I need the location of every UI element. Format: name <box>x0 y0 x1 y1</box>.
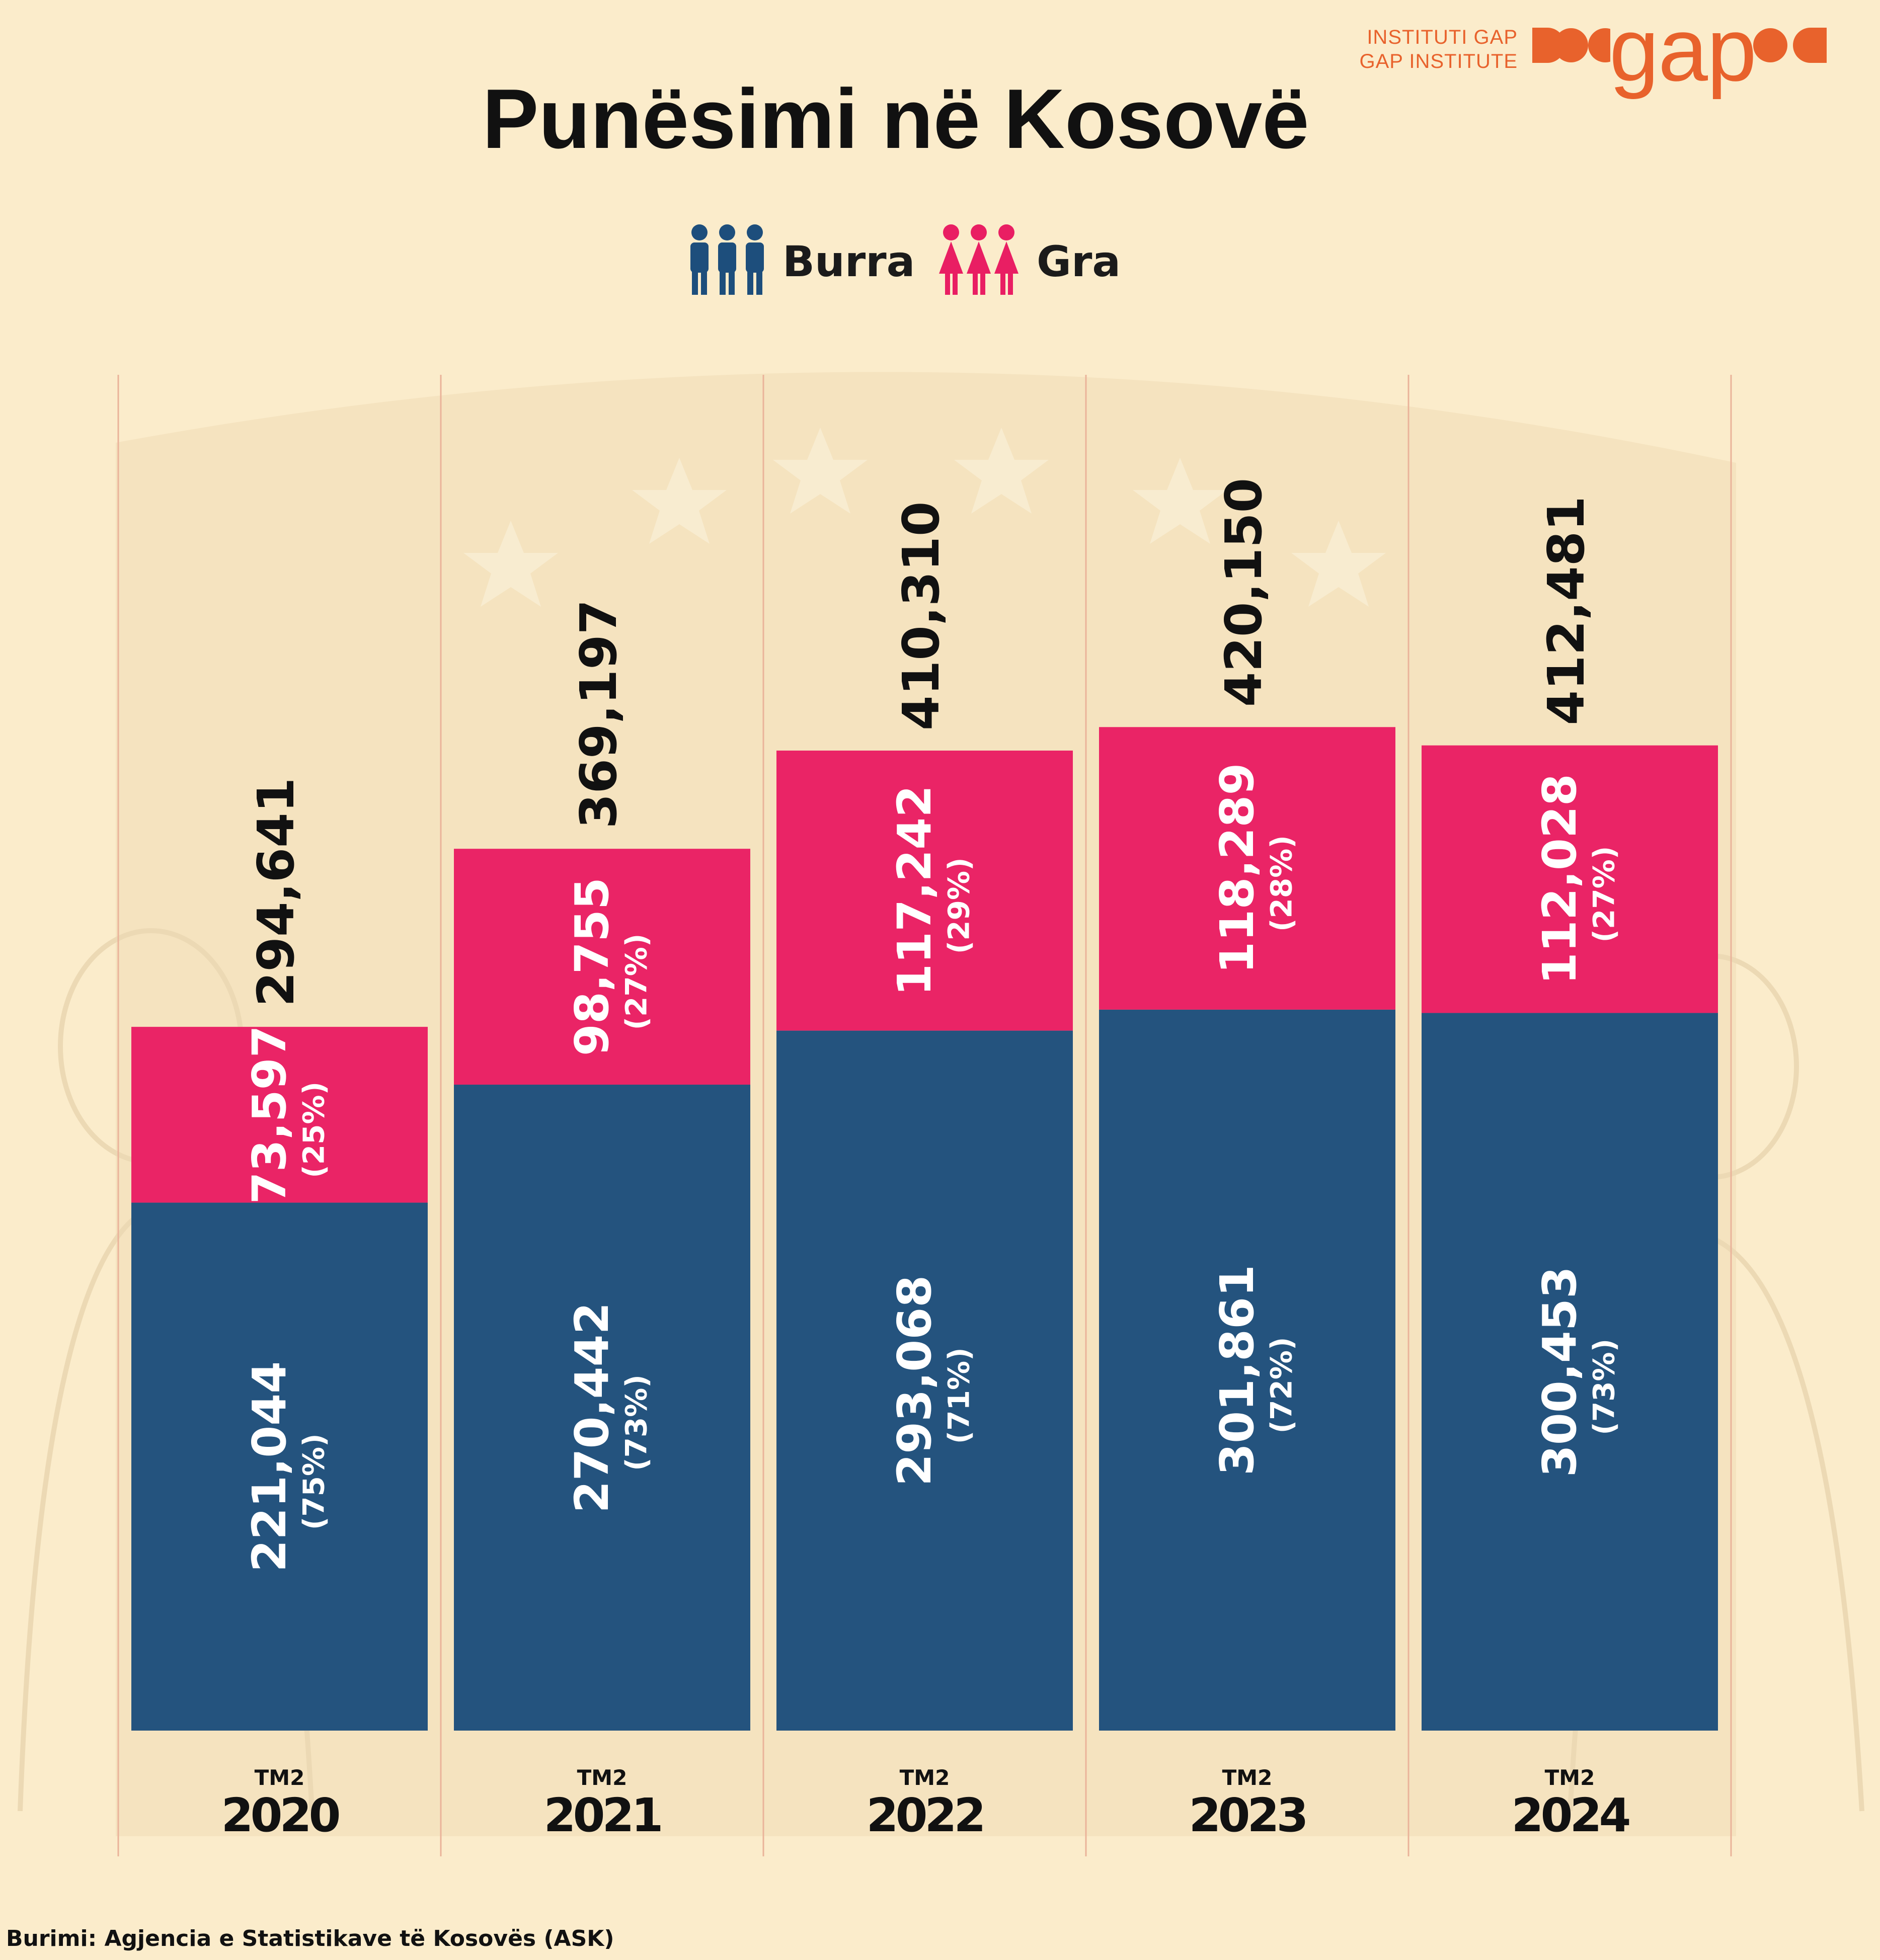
men-value-label-2021: 270,442 <box>565 1302 619 1513</box>
women-value-label-2024: 112,028 <box>1533 774 1587 985</box>
bar-men-2024 <box>1422 1013 1718 1731</box>
logo-text-line1: INSTITUTI GAP <box>1367 26 1518 48</box>
total-value-label-2020: 294,641 <box>247 778 305 1007</box>
x-tick-label-2022: 2022 <box>866 1788 983 1842</box>
men-share-label-2023: (72%) <box>1265 1337 1299 1434</box>
women-share-label-2021: (27%) <box>619 934 654 1030</box>
logo-wordmark: gap <box>1609 0 1757 100</box>
men-share-label-2021: (73%) <box>619 1374 654 1471</box>
logo-text-line2: GAP INSTITUTE <box>1359 50 1518 72</box>
x-tick-label-2023: 2023 <box>1189 1788 1305 1842</box>
bar-women-2020 <box>131 1027 428 1203</box>
x-tick-prefix-2024: TM2 <box>1545 1765 1595 1790</box>
source-note: Burimi: Agjencia e Statistikave të Kosov… <box>6 1926 614 1951</box>
women-share-label-2024: (27%) <box>1587 846 1621 943</box>
x-tick-label-2020: 2020 <box>221 1788 339 1842</box>
logo-mark-tail-icon <box>1753 28 1827 63</box>
bar-men-2021 <box>454 1085 750 1731</box>
logo-mark-icon <box>1532 28 1610 63</box>
women-share-label-2023: (28%) <box>1265 835 1299 932</box>
men-share-label-2024: (73%) <box>1587 1339 1621 1435</box>
men-value-label-2020: 221,044 <box>243 1361 296 1572</box>
x-tick-prefix-2020: TM2 <box>255 1765 305 1790</box>
bar-men-2020 <box>131 1202 428 1731</box>
bar-women-2024 <box>1422 745 1718 1013</box>
flag-stars <box>463 428 1386 607</box>
women-share-label-2020: (25%) <box>297 1082 331 1178</box>
legend-label-women: Gra <box>1037 237 1121 286</box>
legend-label-men: Burra <box>782 237 915 286</box>
total-value-label-2023: 420,150 <box>1214 478 1273 707</box>
page-title: Punësimi në Kosovë <box>482 71 1309 166</box>
x-tick-label-2021: 2021 <box>543 1788 660 1842</box>
bar-men-2022 <box>776 1030 1073 1731</box>
women-share-label-2022: (29%) <box>942 857 976 954</box>
women-value-label-2020: 73,597 <box>243 1025 296 1204</box>
women-group-icon <box>939 224 1019 295</box>
bar-women-2023 <box>1099 727 1395 1010</box>
total-value-label-2021: 369,197 <box>569 600 628 829</box>
x-tick-label-2024: 2024 <box>1511 1788 1629 1842</box>
bar-women-2021 <box>454 849 750 1085</box>
total-value-label-2022: 410,310 <box>892 501 951 730</box>
men-share-label-2020: (75%) <box>297 1433 331 1530</box>
x-tick-prefix-2021: TM2 <box>577 1765 628 1790</box>
men-share-label-2022: (71%) <box>942 1347 976 1444</box>
x-tick-prefix-2023: TM2 <box>1222 1765 1273 1790</box>
men-value-label-2024: 300,453 <box>1533 1266 1587 1477</box>
women-value-label-2023: 118,289 <box>1210 763 1264 974</box>
women-value-label-2022: 117,242 <box>888 785 942 996</box>
bar-women-2022 <box>776 750 1073 1031</box>
total-value-label-2024: 412,481 <box>1537 496 1596 725</box>
bar-men-2023 <box>1099 1009 1395 1731</box>
x-tick-prefix-2022: TM2 <box>900 1765 950 1790</box>
men-value-label-2023: 301,861 <box>1210 1265 1264 1476</box>
women-value-label-2021: 98,755 <box>565 877 619 1056</box>
men-group-icon <box>690 224 764 295</box>
men-value-label-2022: 293,068 <box>888 1275 942 1486</box>
